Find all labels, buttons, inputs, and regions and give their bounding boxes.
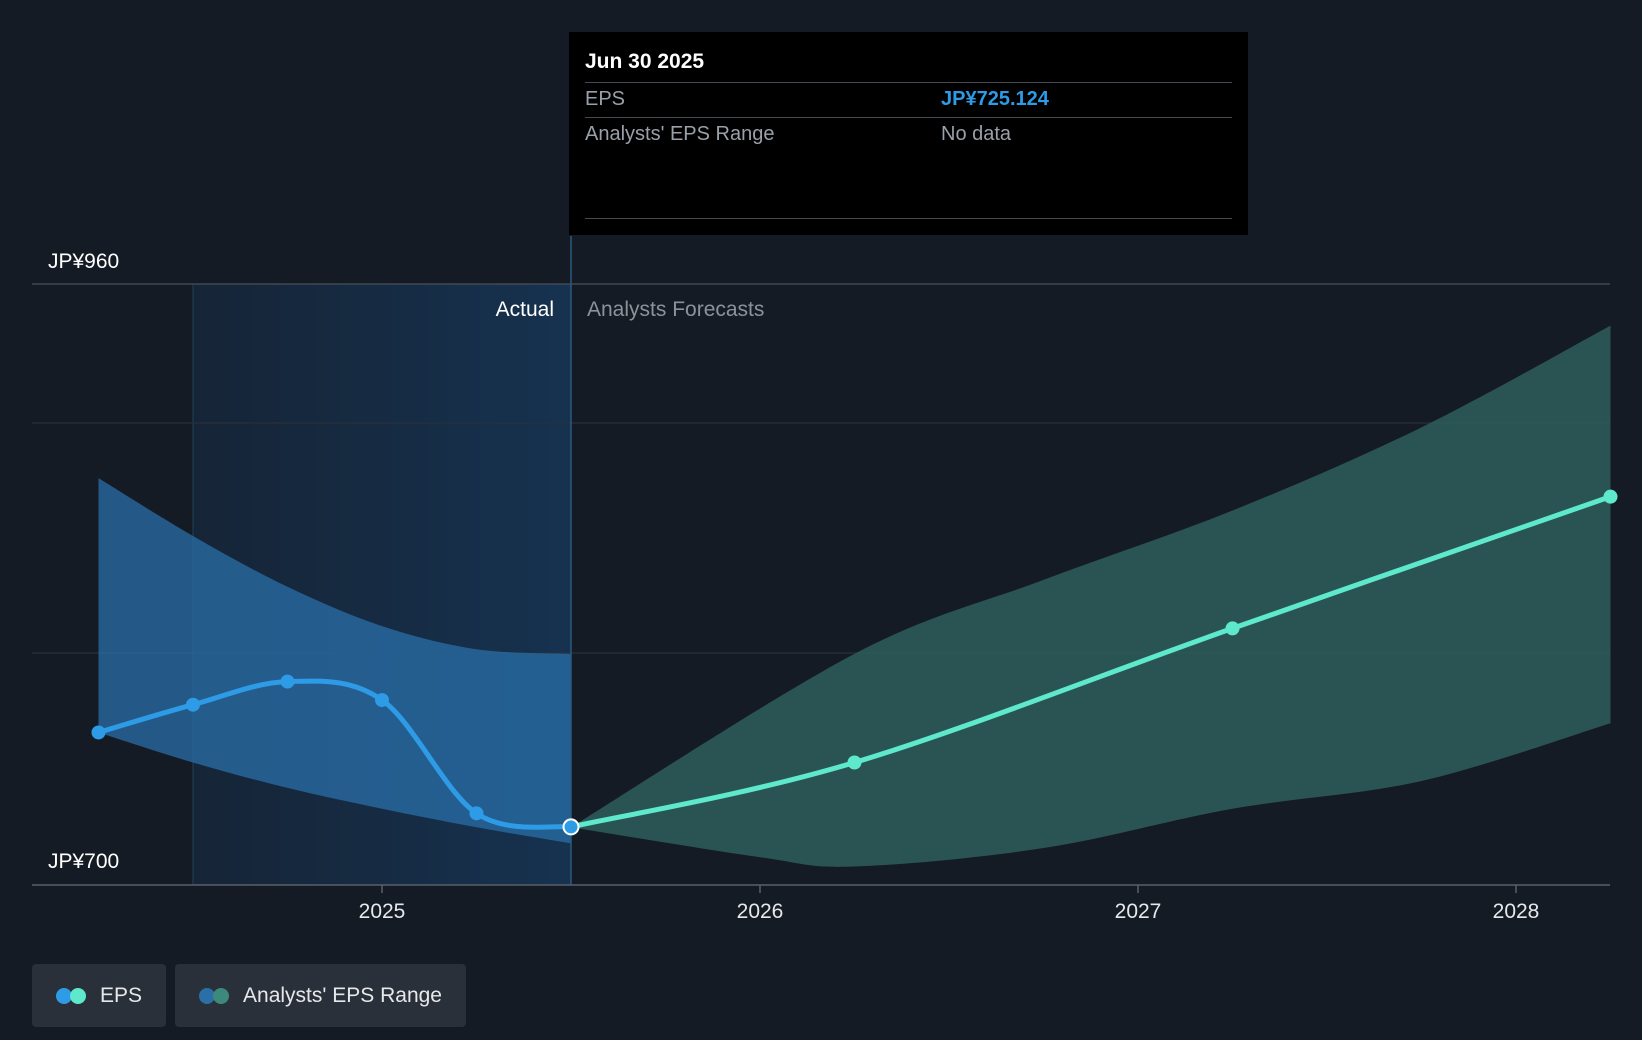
x-tick-label-2: 2027 — [1115, 900, 1162, 923]
eps-range-band-actual — [98, 478, 571, 844]
tooltip-eps-value: JP¥725.124 — [941, 88, 1049, 110]
tooltip-range-value: No data — [941, 123, 1012, 145]
tooltip-eps-label: EPS — [585, 88, 626, 110]
tooltip-date: Jun 30 2025 — [585, 50, 705, 73]
legend-item-eps-range[interactable]: Analysts' EPS Range — [175, 964, 466, 1027]
eps-point-actual-5[interactable] — [562, 818, 580, 836]
forecast-region-label: Analysts Forecasts — [587, 298, 764, 321]
legend-range-label: Analysts' EPS Range — [243, 983, 442, 1007]
tooltip-row-range: Analysts' EPS Range No data — [585, 117, 1232, 152]
eps-range-band-forecast — [571, 325, 1611, 867]
chart-legend: EPS Analysts' EPS Range — [32, 964, 466, 1027]
eps-point-actual-0[interactable] — [91, 725, 106, 740]
eps-point-actual-3[interactable] — [375, 693, 389, 708]
x-tick-label-0: 2025 — [359, 900, 406, 923]
eps-point-forecast-1[interactable] — [847, 755, 862, 770]
y-axis-bottom-label: JP¥700 — [48, 850, 119, 873]
tooltip-divider — [585, 218, 1232, 219]
tooltip-range-label: Analysts' EPS Range — [585, 123, 775, 145]
eps-point-forecast-2[interactable] — [1225, 621, 1240, 636]
legend-eps-label: EPS — [100, 983, 143, 1007]
actual-region-label: Actual — [496, 298, 554, 321]
x-tick-label-3: 2028 — [1493, 900, 1540, 923]
tooltip-row-eps: EPS JP¥725.124 — [585, 82, 1232, 117]
legend-eps-swatch — [56, 987, 86, 1004]
eps-point-actual-2[interactable] — [280, 674, 295, 689]
eps-point-forecast-3[interactable] — [1603, 489, 1618, 504]
eps-line-forecast — [568, 494, 1613, 830]
y-axis-top-label: JP¥960 — [48, 250, 119, 273]
x-tick-label-1: 2026 — [737, 900, 784, 923]
hover-tooltip: Jun 30 2025 EPS JP¥725.124 Analysts' EPS… — [569, 32, 1248, 235]
legend-item-eps[interactable]: EPS — [32, 964, 167, 1027]
legend-range-swatch — [199, 987, 230, 1004]
eps-point-actual-4[interactable] — [469, 806, 484, 821]
eps-point-actual-1[interactable] — [186, 697, 200, 712]
